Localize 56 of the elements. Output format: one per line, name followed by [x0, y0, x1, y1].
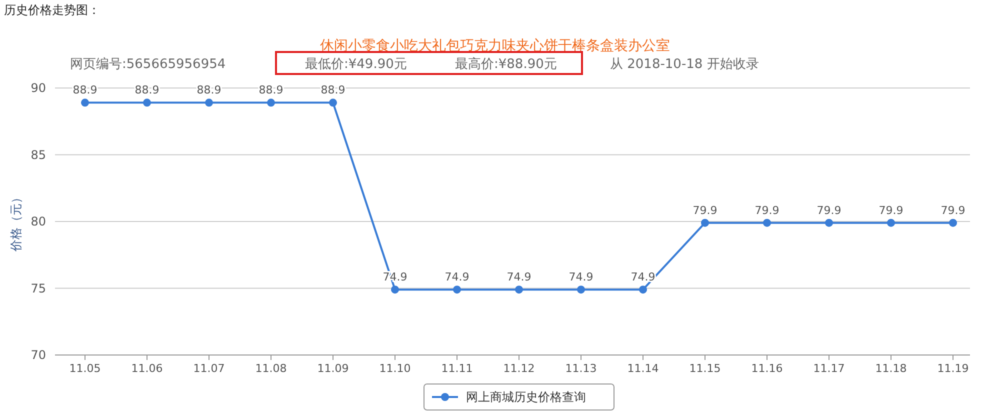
text: 最高价:¥88.90元: [455, 56, 557, 72]
x-tick-label: 11.11: [441, 362, 473, 375]
x-tick-label: 11.19: [937, 362, 969, 375]
y-tick-label: 85: [30, 148, 46, 162]
x-tick-label: 11.10: [379, 362, 411, 375]
x-tick-label: 11.09: [317, 362, 349, 375]
x-tick-label: 11.07: [193, 362, 225, 375]
x-tick-label: 11.14: [627, 362, 659, 375]
y-axis-title: 价格（元）: [9, 192, 23, 252]
point: [81, 98, 89, 107]
x-tick-label: 11.06: [131, 362, 163, 375]
x-tick-label: 11.16: [751, 362, 783, 375]
x-tick-label: 11.08: [255, 362, 287, 375]
y-tick-label: 90: [30, 81, 46, 95]
data-label: 79.9: [816, 204, 842, 217]
data-label: 88.9: [196, 84, 222, 97]
data-label: 88.9: [134, 84, 160, 97]
x-tick-label: 11.18: [875, 362, 907, 375]
point: [391, 286, 399, 294]
text: 从 2018-10-18 开始收录: [610, 57, 759, 72]
legend-label: 网上商城历史价格查询: [466, 390, 586, 404]
data-label: 88.9: [72, 84, 98, 97]
point: [639, 286, 647, 294]
point: [515, 286, 523, 294]
x-tick-label: 11.17: [813, 362, 845, 375]
x-tick-label: 11.15: [689, 362, 721, 375]
point: [825, 218, 833, 227]
data-label: 74.9: [630, 270, 656, 284]
data-label: 79.9: [692, 204, 718, 217]
y-tick-label: 70: [30, 348, 46, 362]
data-label: 79.9: [754, 204, 780, 217]
data-label: 79.9: [878, 204, 904, 217]
text: 最低价:¥49.90元: [305, 57, 407, 72]
data-label: 74.9: [444, 270, 470, 284]
chart-title: 历史价格走势图：: [4, 3, 100, 17]
point: [887, 218, 895, 227]
data-label: 88.9: [320, 84, 346, 97]
y-tick-label: 75: [30, 281, 46, 296]
point: [701, 218, 709, 227]
point: [205, 98, 213, 107]
text: 网页编号:565665956954: [70, 57, 226, 72]
point: [143, 98, 151, 107]
x-tick-label: 11.05: [69, 362, 101, 375]
point: [453, 286, 461, 294]
point: [329, 98, 337, 107]
data-label: 79.9: [940, 204, 966, 217]
data-label: 88.9: [258, 84, 284, 97]
y-tick-label: 80: [30, 214, 46, 228]
point: [577, 286, 585, 294]
x-tick-label: 11.13: [565, 362, 597, 375]
point: [763, 218, 771, 227]
point: [267, 98, 275, 107]
x-tick-label: 11.12: [503, 362, 535, 375]
data-label: 74.9: [506, 270, 532, 284]
point: [949, 218, 957, 227]
data-label: 74.9: [568, 270, 594, 284]
